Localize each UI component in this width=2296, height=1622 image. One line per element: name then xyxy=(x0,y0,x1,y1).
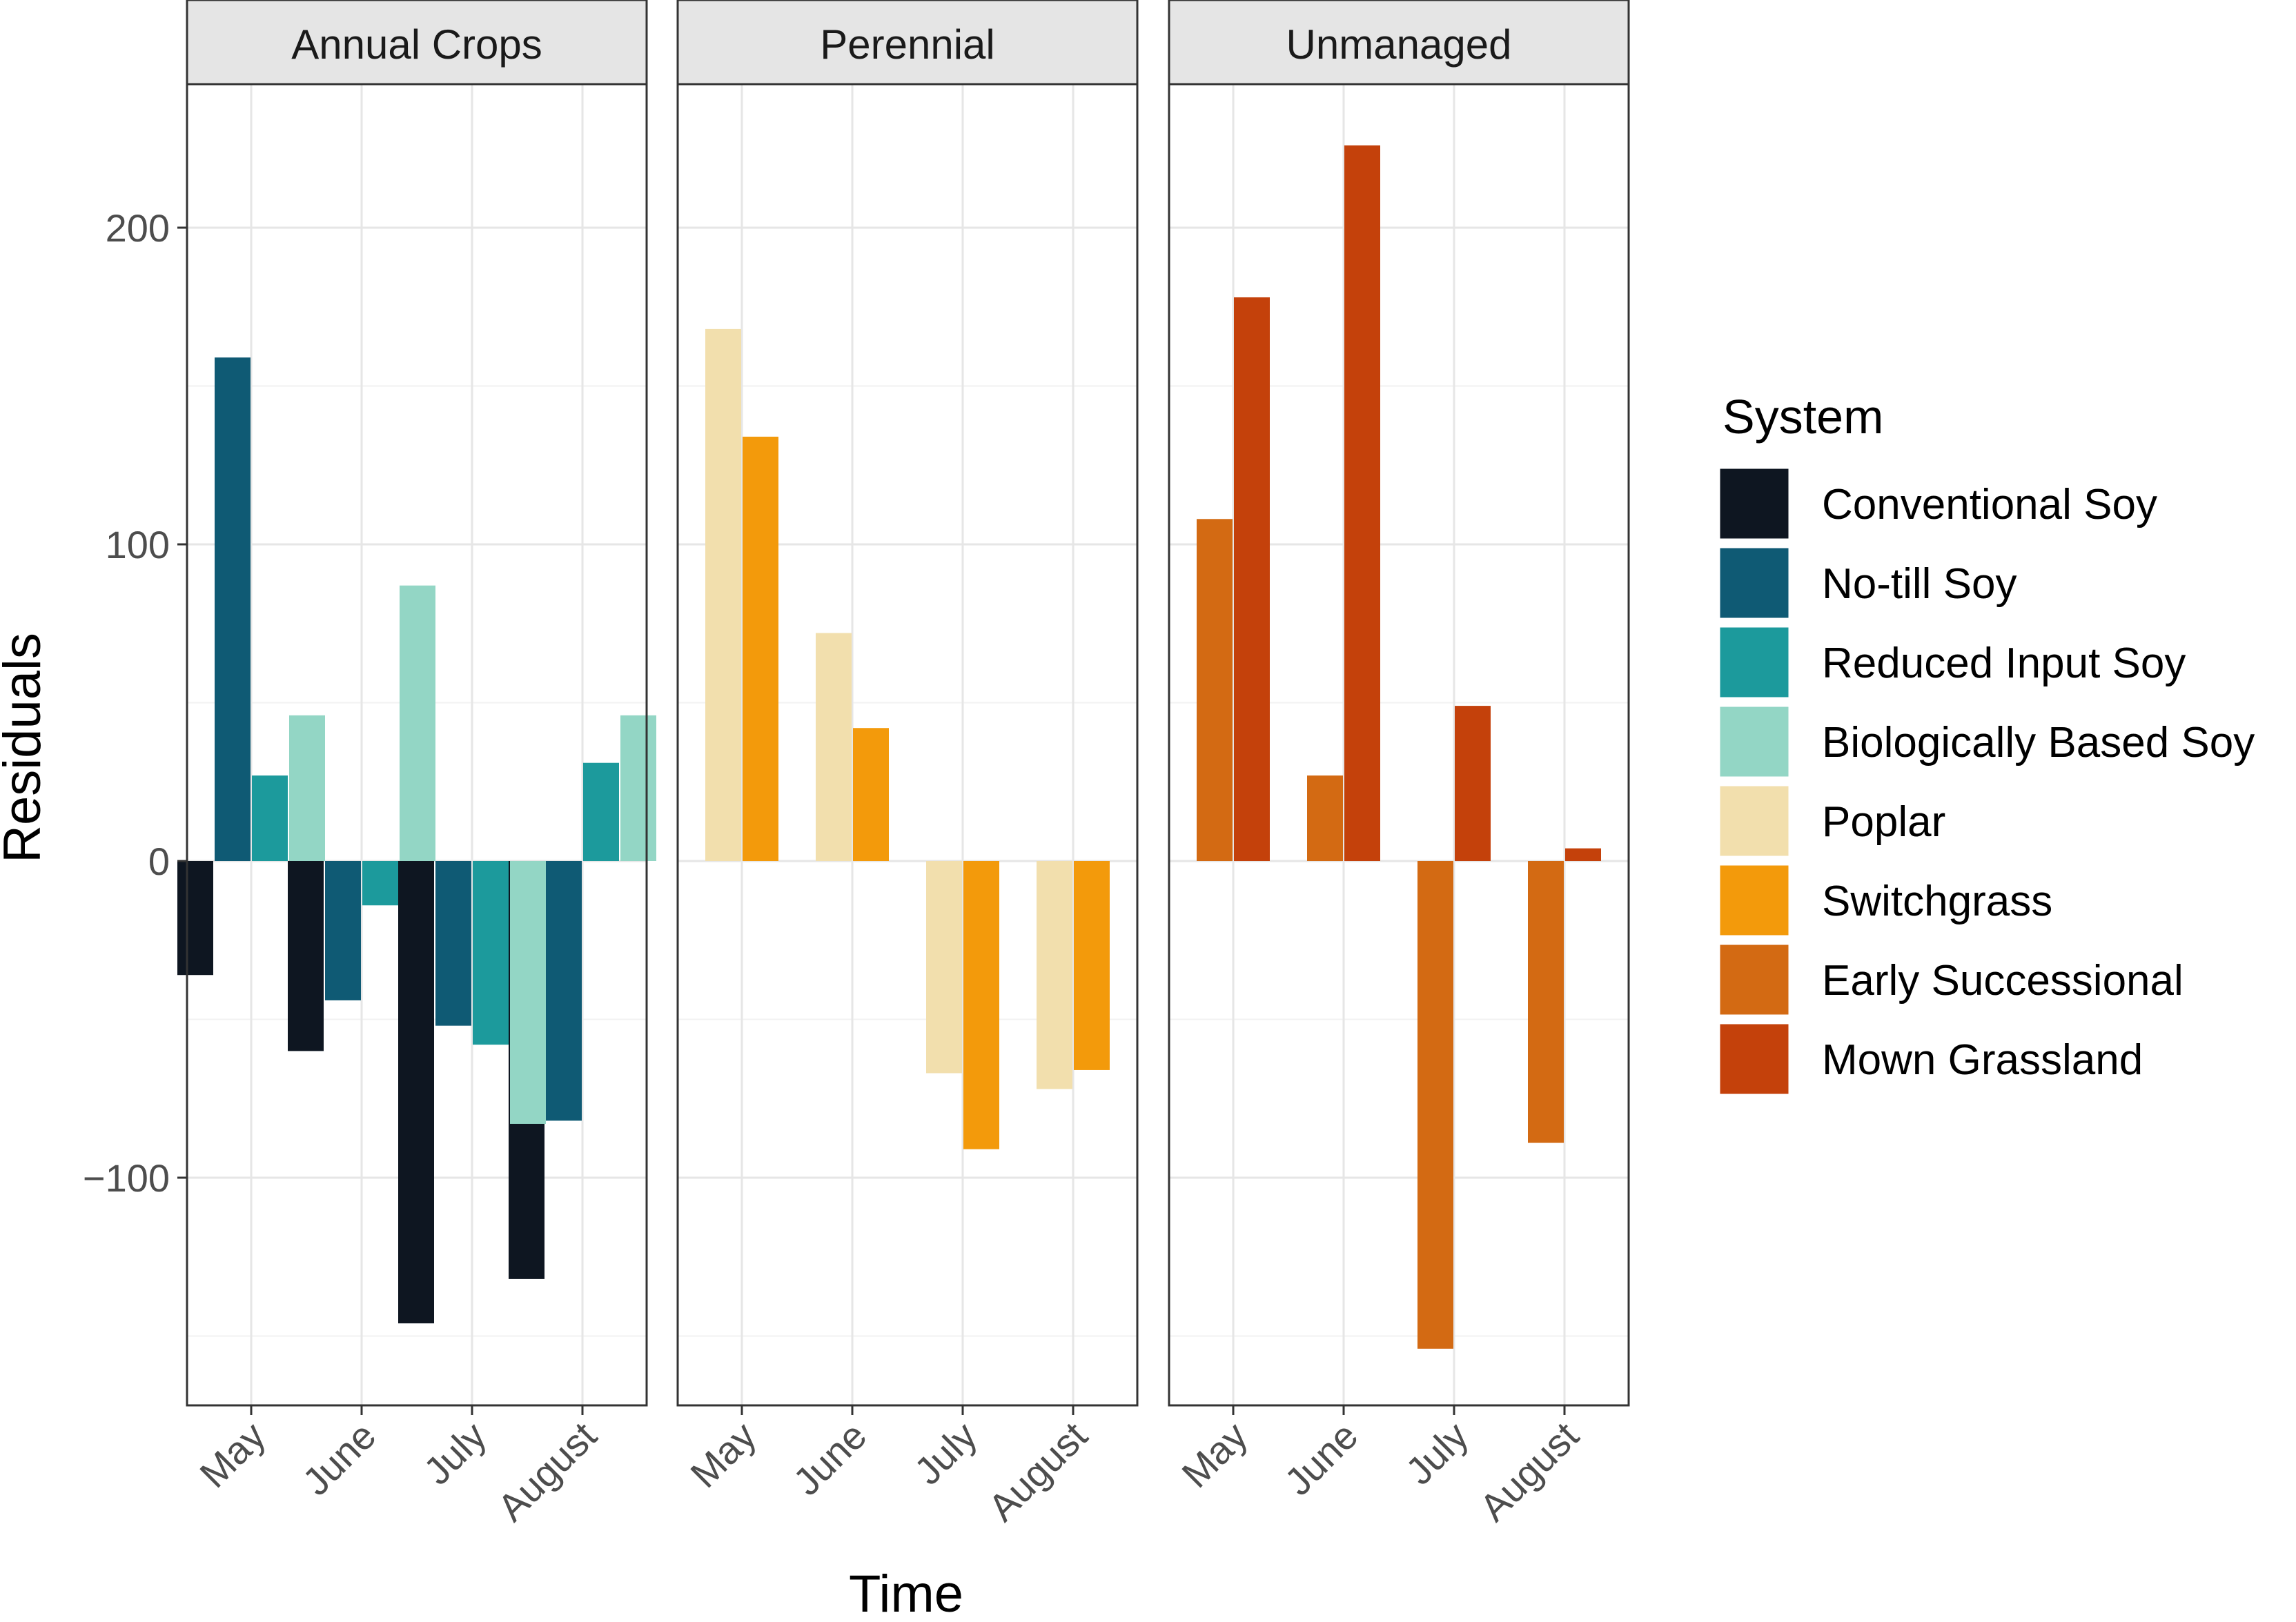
legend-label: Reduced Input Soy xyxy=(1822,640,2186,687)
legend-item-reduced-input-soy: Reduced Input Soy xyxy=(1718,625,2186,700)
bar-biologically-based-soy-august xyxy=(620,715,656,861)
bar-early-successional-july xyxy=(1417,861,1453,1349)
bar-poplar-august xyxy=(1037,861,1072,1089)
panel-strip-label: Perennial xyxy=(820,21,995,68)
legend: System Conventional Soy No-till Soy Reduce… xyxy=(1718,390,2255,1096)
legend-key xyxy=(1718,863,1791,938)
panel-border xyxy=(186,83,648,1407)
legend-key xyxy=(1718,1022,1791,1096)
legend-key xyxy=(1718,942,1791,1017)
y-tick-label: −100 xyxy=(83,1156,170,1200)
y-tick-label: 200 xyxy=(106,206,170,250)
bar-no-till-soy-july xyxy=(435,861,471,1026)
bar-biologically-based-soy-july xyxy=(510,861,546,1124)
x-tick-label: August xyxy=(489,1414,605,1530)
bar-mown-grassland-august xyxy=(1565,848,1601,861)
bar-switchgrass-august xyxy=(1074,861,1110,1070)
bar-conventional-soy-july xyxy=(398,861,434,1324)
legend-label: Conventional Soy xyxy=(1822,481,2157,528)
bar-mown-grassland-may xyxy=(1234,297,1270,862)
legend-item-mown-grassland: Mown Grassland xyxy=(1718,1022,2143,1096)
bar-switchgrass-june xyxy=(853,728,889,861)
x-axis-title: Time xyxy=(849,1565,963,1622)
x-tick-label: June xyxy=(785,1414,874,1503)
panel-strip xyxy=(676,0,1139,86)
legend-key xyxy=(1718,625,1791,700)
legend-label: Early Successional xyxy=(1822,957,2184,1005)
bar-poplar-june xyxy=(816,633,852,861)
bar-biologically-based-soy-may xyxy=(289,715,325,861)
panel-border xyxy=(676,83,1139,1407)
x-tick-label: May xyxy=(191,1414,273,1496)
x-tick-label: June xyxy=(294,1414,384,1503)
panel-strip-label: Annual Crops xyxy=(291,21,542,68)
bar-conventional-soy-june xyxy=(288,861,324,1051)
bar-switchgrass-july xyxy=(963,861,999,1149)
legend-key xyxy=(1718,704,1791,779)
bar-no-till-soy-august xyxy=(546,861,582,1121)
legend-item-poplar: Poplar xyxy=(1718,784,1945,858)
bar-mown-grassland-july xyxy=(1455,706,1491,861)
bar-poplar-july xyxy=(926,861,962,1074)
legend-key xyxy=(1718,546,1791,620)
bar-switchgrass-may xyxy=(743,436,778,861)
bar-reduced-input-soy-may xyxy=(252,775,288,861)
y-tick-label: 0 xyxy=(148,840,170,883)
x-tick-label: May xyxy=(682,1414,764,1496)
legend-label: Mown Grassland xyxy=(1822,1036,2143,1084)
panel-strip-label: Unmanaged xyxy=(1286,21,1512,68)
x-tick-label: May xyxy=(1173,1414,1255,1496)
x-tick-label: July xyxy=(1397,1414,1477,1493)
x-tick-label: June xyxy=(1276,1414,1366,1503)
legend-item-early-successional: Early Successional xyxy=(1718,942,2184,1017)
x-tick-label: July xyxy=(906,1414,985,1493)
legend-item-conventional-soy: Conventional Soy xyxy=(1718,466,2157,541)
bar-early-successional-may xyxy=(1197,519,1233,861)
legend-item-no-till-soy: No-till Soy xyxy=(1718,546,2017,620)
bar-conventional-soy-may xyxy=(177,861,213,976)
x-tick-label: August xyxy=(1471,1414,1587,1530)
legend-item-biologically-based-soy: Biologically Based Soy xyxy=(1718,704,2255,779)
legend-label: Poplar xyxy=(1822,798,1945,846)
bar-reduced-input-soy-july xyxy=(473,861,509,1045)
legend-label: No-till Soy xyxy=(1822,560,2017,608)
bar-mown-grassland-june xyxy=(1344,145,1380,861)
legend-key xyxy=(1718,466,1791,541)
x-tick-label: August xyxy=(980,1414,1096,1530)
y-axis-title: Residuals xyxy=(0,633,52,863)
y-tick-label: 100 xyxy=(106,523,170,566)
bar-no-till-soy-june xyxy=(325,861,361,1000)
bar-early-successional-june xyxy=(1307,775,1343,861)
legend-label: Switchgrass xyxy=(1822,878,2052,925)
bar-biologically-based-soy-june xyxy=(400,585,435,861)
panel-border xyxy=(1168,83,1630,1407)
x-tick-label: July xyxy=(415,1414,495,1493)
y-axis: −100 0 100 200 xyxy=(83,206,187,1200)
bar-reduced-input-soy-august xyxy=(583,762,619,861)
panel-strip xyxy=(186,0,648,86)
legend-key xyxy=(1718,784,1791,858)
legend-item-switchgrass: Switchgrass xyxy=(1718,863,2052,938)
legend-label: Biologically Based Soy xyxy=(1822,719,2255,767)
bar-poplar-may xyxy=(705,328,741,861)
bar-reduced-input-soy-june xyxy=(362,861,398,906)
bar-early-successional-august xyxy=(1528,861,1564,1143)
bar-no-till-soy-may xyxy=(215,357,251,861)
panel-strip xyxy=(1168,0,1630,86)
legend-title: System xyxy=(1723,390,1883,444)
